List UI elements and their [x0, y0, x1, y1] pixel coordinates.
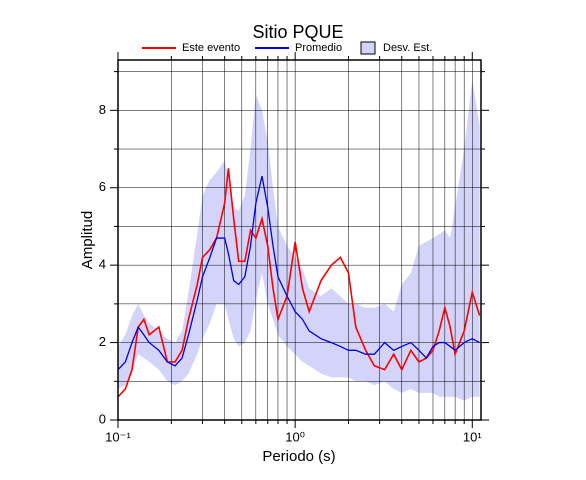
legend-label: Promedio — [295, 42, 342, 54]
x-tick-label: 10¹ — [463, 429, 482, 444]
y-tick-label: 8 — [99, 102, 106, 117]
y-tick-label: 6 — [99, 179, 106, 194]
y-tick-label: 4 — [99, 257, 106, 272]
series-line — [117, 175, 480, 371]
series-line — [117, 168, 481, 398]
legend-label: Este evento — [182, 42, 240, 54]
x-tick-label: 10⁻¹ — [105, 429, 131, 444]
x-axis-label: Periodo (s) — [262, 448, 335, 465]
std-band — [118, 79, 480, 401]
y-axis-label: Amplitud — [79, 211, 96, 269]
plot-frame — [117, 59, 482, 421]
legend-swatch — [360, 41, 376, 55]
y-tick-label: 2 — [99, 334, 106, 349]
legend-label: Desv. Est. — [383, 42, 432, 54]
y-tick-label: 0 — [99, 411, 106, 426]
x-tick-label: 10⁰ — [285, 429, 305, 444]
chart-title: Sitio PQUE — [252, 22, 343, 42]
